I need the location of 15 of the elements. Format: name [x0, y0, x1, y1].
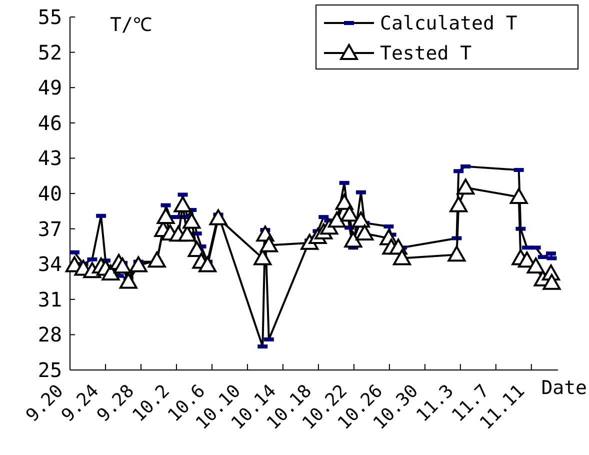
y-tick-label: 55 [38, 5, 62, 29]
y-axis-title: T/℃ [110, 14, 152, 36]
y-tick-label: 31 [38, 287, 62, 312]
y-tick-label: 43 [38, 146, 62, 170]
y-tick-label: 40 [38, 182, 62, 206]
y-tick-label: 25 [38, 358, 62, 382]
y-tick-label: 46 [38, 110, 62, 135]
legend-label: Calculated T [380, 12, 518, 35]
y-tick-label: 28 [38, 322, 62, 347]
y-tick-label: 34 [38, 252, 62, 276]
legend-label: Tested T [380, 42, 472, 65]
y-tick-label: 52 [38, 40, 62, 64]
x-axis-title: Date [541, 377, 587, 399]
y-tick-label: 49 [38, 76, 62, 100]
y-tick-label: 37 [38, 216, 62, 241]
